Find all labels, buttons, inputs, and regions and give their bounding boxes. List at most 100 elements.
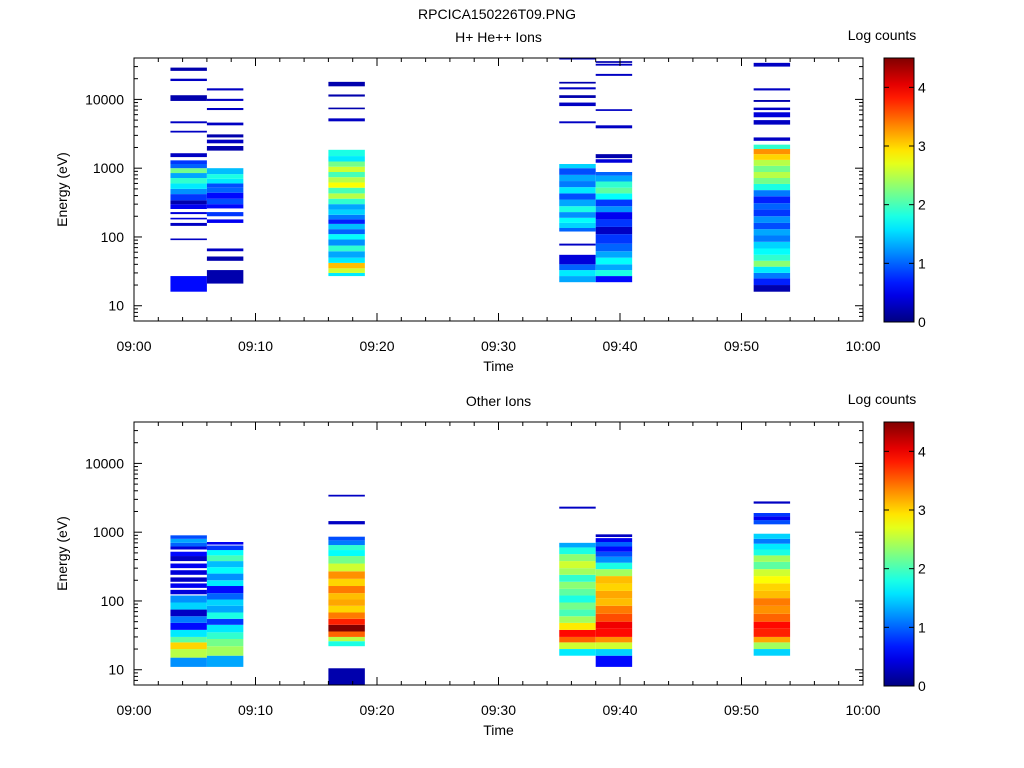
spectrogram-cell — [206, 632, 244, 639]
spectrogram-cell — [170, 217, 207, 220]
spectrogram-cell — [206, 593, 244, 600]
spectrogram-cell — [595, 175, 633, 182]
spectrogram-cell — [170, 164, 207, 169]
spectrogram-cell — [206, 567, 244, 574]
spectrogram-cell — [206, 183, 244, 188]
spectrogram-cell — [595, 655, 633, 667]
spectrogram-cell — [595, 226, 633, 235]
x-axis-label: Time — [483, 358, 514, 374]
spectrogram-cell — [328, 204, 365, 210]
spectrogram-cell — [559, 217, 596, 223]
spectrogram-cell — [595, 154, 633, 159]
spectrogram-cell — [595, 583, 633, 591]
spectrogram-cell — [206, 550, 244, 556]
spectrogram-cell — [206, 146, 244, 151]
spectrogram-cell — [206, 256, 244, 261]
spectrogram-cell — [753, 154, 791, 160]
spectrogram-cell — [559, 554, 596, 562]
spectrogram-cell — [328, 198, 365, 205]
spectrogram-cell — [753, 120, 791, 125]
spectrogram-cell — [170, 188, 207, 195]
spectrogram-cell — [595, 251, 633, 258]
spectrogram-cell — [595, 538, 633, 542]
spectrogram-cell — [206, 612, 244, 619]
spectrogram-cell — [206, 638, 244, 647]
spectrogram-cell — [328, 118, 365, 122]
spectrogram-cell — [559, 228, 596, 232]
spectrogram-cell — [595, 576, 633, 584]
spectrogram-cell — [328, 586, 365, 594]
x-tick-label: 09:10 — [238, 702, 273, 718]
spectrogram-cell — [753, 137, 791, 141]
spectrogram-cell — [559, 581, 596, 589]
spectrogram-cell — [595, 534, 633, 538]
spectrogram-cell — [206, 122, 244, 126]
spectrogram-cell — [753, 520, 791, 525]
spectrogram-cell — [559, 95, 596, 98]
spectrogram-cell — [170, 577, 207, 582]
spectrogram-cell — [753, 241, 791, 249]
spectrogram-cell — [559, 642, 596, 650]
spectrogram-cell — [753, 272, 791, 279]
spectrogram-cell — [206, 605, 244, 613]
spectrogram-cell — [170, 238, 207, 241]
spectrogram-cell — [595, 172, 633, 176]
spectrogram-cell — [753, 605, 791, 614]
spectrogram-cell — [753, 590, 791, 599]
spectrogram-cell — [206, 168, 244, 175]
spectrogram-cell — [559, 276, 596, 283]
spectrogram-cell — [328, 618, 365, 625]
spectrogram-cell — [753, 183, 791, 191]
colorbar-tick-label: 2 — [918, 197, 926, 213]
spectrogram-cell — [753, 216, 791, 223]
spectrogram-cell — [328, 550, 365, 557]
spectrogram-cell — [328, 187, 365, 194]
colorbar-tick-label: 3 — [918, 138, 926, 154]
spectrogram-cell — [328, 521, 365, 525]
spectrogram-cell — [559, 636, 596, 643]
spectrogram-cell — [170, 556, 207, 562]
spectrogram-cell — [206, 204, 244, 209]
spectrogram-cell — [595, 598, 633, 606]
colorbar-tick-label: 0 — [918, 678, 926, 694]
spectrogram-cell — [559, 174, 596, 182]
panel-title: Other Ions — [466, 393, 531, 409]
spectrogram-cell — [328, 219, 365, 224]
spectrogram-cell — [595, 219, 633, 227]
y-tick-label: 100 — [101, 593, 125, 609]
spectrogram-cell — [595, 125, 633, 129]
spectrogram-cell — [206, 561, 244, 568]
spectrogram-cell — [559, 561, 596, 569]
spectrogram-cell — [170, 657, 207, 667]
spectrogram-cell — [559, 121, 596, 124]
spectrogram-cell — [559, 609, 596, 617]
spectrogram-cell — [559, 629, 596, 637]
spectrogram-cell — [753, 538, 791, 544]
spectrogram-cell — [753, 248, 791, 255]
spectrogram-cell — [753, 513, 791, 517]
spectrogram-cell — [753, 576, 791, 584]
spectrogram-cell — [595, 61, 633, 63]
spectrogram-cell — [328, 81, 365, 87]
spectrogram-cell — [206, 187, 244, 193]
colorbar-frame — [883, 421, 915, 687]
spectrogram-cell — [328, 668, 365, 685]
x-tick-label: 09:40 — [602, 338, 637, 354]
spectrogram-cell — [559, 616, 596, 623]
spectrogram-cell — [753, 516, 791, 521]
colorbar-tick-label: 0 — [918, 314, 926, 330]
spectrogram-cell — [753, 159, 791, 166]
spectrogram-cell — [559, 595, 596, 603]
spectrogram-cell — [753, 642, 791, 650]
spectrogram-cell — [206, 108, 244, 111]
spectrogram-cell — [328, 563, 365, 572]
spectrogram-cell — [753, 222, 791, 230]
spectrogram-cell — [328, 636, 365, 642]
spectrogram-cell — [753, 178, 791, 184]
spectrogram-cell — [170, 563, 207, 569]
spectrogram-cell — [595, 243, 633, 252]
spectrogram-cell — [170, 168, 207, 174]
spectrogram-cell — [206, 139, 244, 144]
x-tick-label: 09:50 — [724, 702, 759, 718]
